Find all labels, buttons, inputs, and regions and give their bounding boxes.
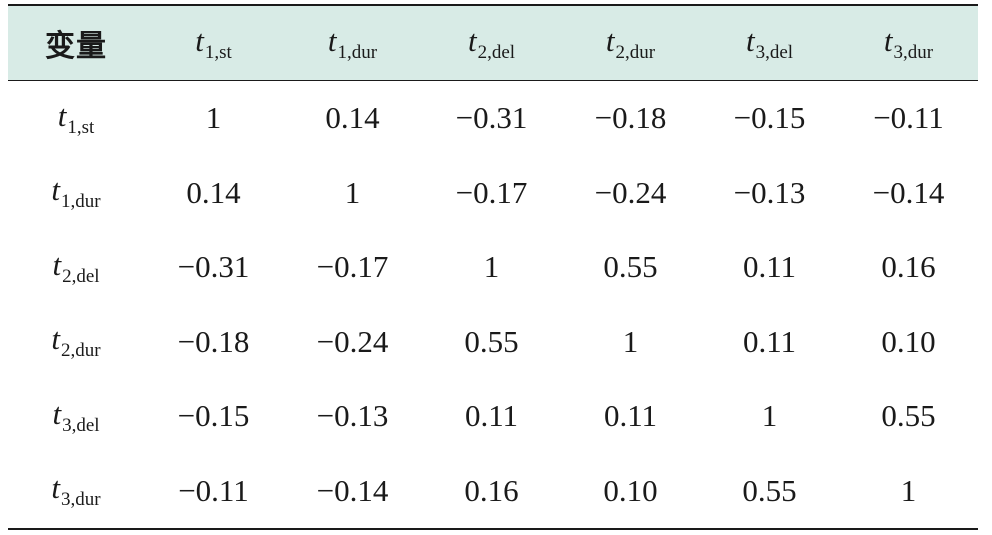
table-cell: 1 — [483, 249, 500, 285]
row-label: t2,del — [8, 230, 144, 305]
header-col-4-sub: 2,dur — [615, 41, 656, 63]
table-cell: 0.11 — [464, 398, 519, 434]
table-cell: 1 — [839, 453, 978, 530]
row-4-sub: 2,dur — [61, 340, 101, 362]
table-cell: 0.55 — [700, 453, 839, 530]
header-col-5-sub: 3,del — [755, 41, 794, 63]
table-cell: 0.55 — [603, 249, 658, 285]
table-cell: −0.14 — [283, 453, 422, 530]
header-variable: 变量 — [8, 4, 144, 81]
header-col-3-symbol: t — [467, 22, 477, 58]
header-col-4-symbol: t — [605, 22, 615, 58]
row-5-sub: 3,del — [62, 414, 100, 436]
header-col-5-symbol: t — [745, 22, 755, 58]
table-cell: −0.31 — [177, 249, 250, 285]
header-col-2: t1,dur — [283, 4, 422, 81]
table-cell: −0.11 — [873, 100, 944, 136]
table-cell: 1 — [761, 398, 778, 434]
header-col-3: t2,del — [422, 4, 561, 81]
table-cell: 1 — [344, 174, 361, 210]
table-cell: 0.55 — [881, 398, 936, 434]
table-header: 变量 t1,st t1,dur t2,del t2,dur t3,del t3,… — [8, 4, 978, 81]
row-label: t3,del — [8, 379, 144, 454]
table-row: t1,st 1 0.14 −0.31 −0.18 −0.15 −0.11 — [8, 81, 978, 156]
table-cell: 0.14 — [325, 100, 380, 136]
table-cell: −0.15 — [177, 398, 250, 434]
row-label: t2,dur — [8, 305, 144, 380]
table-cell: −0.18 — [594, 100, 667, 136]
table-cell: −0.18 — [177, 323, 250, 359]
header-col-4: t2,dur — [561, 4, 700, 81]
table-row: t2,del −0.31 −0.17 1 0.55 0.11 0.16 — [8, 230, 978, 305]
table-cell: 0.11 — [742, 249, 797, 285]
header-col-6-symbol: t — [883, 22, 893, 58]
header-col-1: t1,st — [144, 4, 283, 81]
header-variable-label: 变量 — [45, 29, 107, 64]
table-row: t1,dur 0.14 1 −0.17 −0.24 −0.13 −0.14 — [8, 156, 978, 231]
header-col-1-symbol: t — [195, 22, 204, 58]
table-cell: 0.10 — [881, 323, 936, 359]
row-5-symbol: t — [52, 395, 62, 431]
row-label: t3,dur — [8, 453, 144, 530]
header-col-1-sub: 1,st — [204, 41, 232, 63]
table-cell: 0.11 — [742, 323, 797, 359]
table-row: t3,dur −0.11 −0.14 0.16 0.10 0.55 1 — [8, 453, 978, 530]
header-col-6-sub: 3,dur — [893, 41, 934, 63]
row-label: t1,st — [8, 81, 144, 156]
table-cell: −0.24 — [316, 323, 389, 359]
header-col-5: t3,del — [700, 4, 839, 81]
row-2-symbol: t — [51, 172, 61, 208]
table-cell: −0.17 — [455, 174, 528, 210]
correlation-table-container: 变量 t1,st t1,dur t2,del t2,dur t3,del t3,… — [8, 4, 978, 530]
table-cell: −0.17 — [316, 249, 389, 285]
table-cell: −0.15 — [733, 100, 806, 136]
row-6-symbol: t — [51, 470, 61, 506]
row-6-sub: 3,dur — [61, 489, 101, 511]
table-cell: 0.16 — [422, 453, 561, 530]
table-cell: −0.24 — [594, 174, 667, 210]
table-cell: −0.14 — [872, 174, 945, 210]
header-col-2-sub: 1,dur — [337, 41, 378, 63]
table-cell: 1 — [205, 100, 222, 136]
row-4-symbol: t — [51, 321, 61, 357]
table-cell: 0.55 — [464, 323, 519, 359]
table-body: t1,st 1 0.14 −0.31 −0.18 −0.15 −0.11 t1,… — [8, 81, 978, 530]
table-cell: −0.13 — [316, 398, 389, 434]
row-label: t1,dur — [8, 156, 144, 231]
table-cell: −0.31 — [455, 100, 528, 136]
row-1-sub: 1,st — [67, 116, 95, 138]
header-row: 变量 t1,st t1,dur t2,del t2,dur t3,del t3,… — [8, 4, 978, 81]
table-cell: 0.16 — [881, 249, 936, 285]
table-cell: −0.11 — [144, 453, 283, 530]
table-cell: 0.14 — [186, 174, 241, 210]
header-col-2-symbol: t — [327, 22, 337, 58]
row-3-symbol: t — [52, 246, 62, 282]
table-cell: −0.13 — [733, 174, 806, 210]
table-cell: 0.10 — [561, 453, 700, 530]
header-col-3-sub: 2,del — [477, 41, 516, 63]
correlation-table: 变量 t1,st t1,dur t2,del t2,dur t3,del t3,… — [8, 4, 978, 530]
row-1-symbol: t — [57, 97, 67, 133]
table-row: t3,del −0.15 −0.13 0.11 0.11 1 0.55 — [8, 379, 978, 454]
table-cell: 0.11 — [603, 398, 658, 434]
row-2-sub: 1,dur — [61, 191, 101, 213]
table-cell: 1 — [622, 323, 639, 359]
row-3-sub: 2,del — [62, 265, 100, 287]
table-row: t2,dur −0.18 −0.24 0.55 1 0.11 0.10 — [8, 305, 978, 380]
header-col-6: t3,dur — [839, 4, 978, 81]
